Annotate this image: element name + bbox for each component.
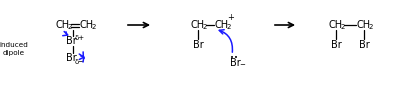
Text: 2: 2 [68, 23, 72, 29]
Text: 2: 2 [340, 23, 344, 29]
Text: CH: CH [80, 20, 94, 30]
Text: Br: Br [229, 58, 240, 68]
Text: 2: 2 [92, 23, 96, 29]
Text: CH: CH [190, 20, 205, 30]
Text: 2: 2 [202, 23, 207, 29]
Text: δ+: δ+ [75, 35, 85, 41]
Text: 2: 2 [368, 23, 372, 29]
Text: Br: Br [66, 36, 76, 46]
Text: CH: CH [328, 20, 342, 30]
Text: dipole: dipole [3, 50, 25, 56]
Text: Br: Br [358, 40, 369, 50]
Text: CH: CH [214, 20, 228, 30]
Text: Br: Br [192, 40, 203, 50]
Text: Br: Br [66, 53, 76, 63]
Text: +: + [227, 12, 234, 22]
Text: ••: •• [230, 55, 237, 61]
Text: CH: CH [56, 20, 70, 30]
Text: −: − [239, 62, 244, 68]
Text: CH: CH [356, 20, 370, 30]
Text: Br: Br [330, 40, 341, 50]
Text: δ−: δ− [75, 59, 85, 65]
Text: induced: induced [0, 42, 28, 48]
Text: 2: 2 [226, 23, 230, 29]
